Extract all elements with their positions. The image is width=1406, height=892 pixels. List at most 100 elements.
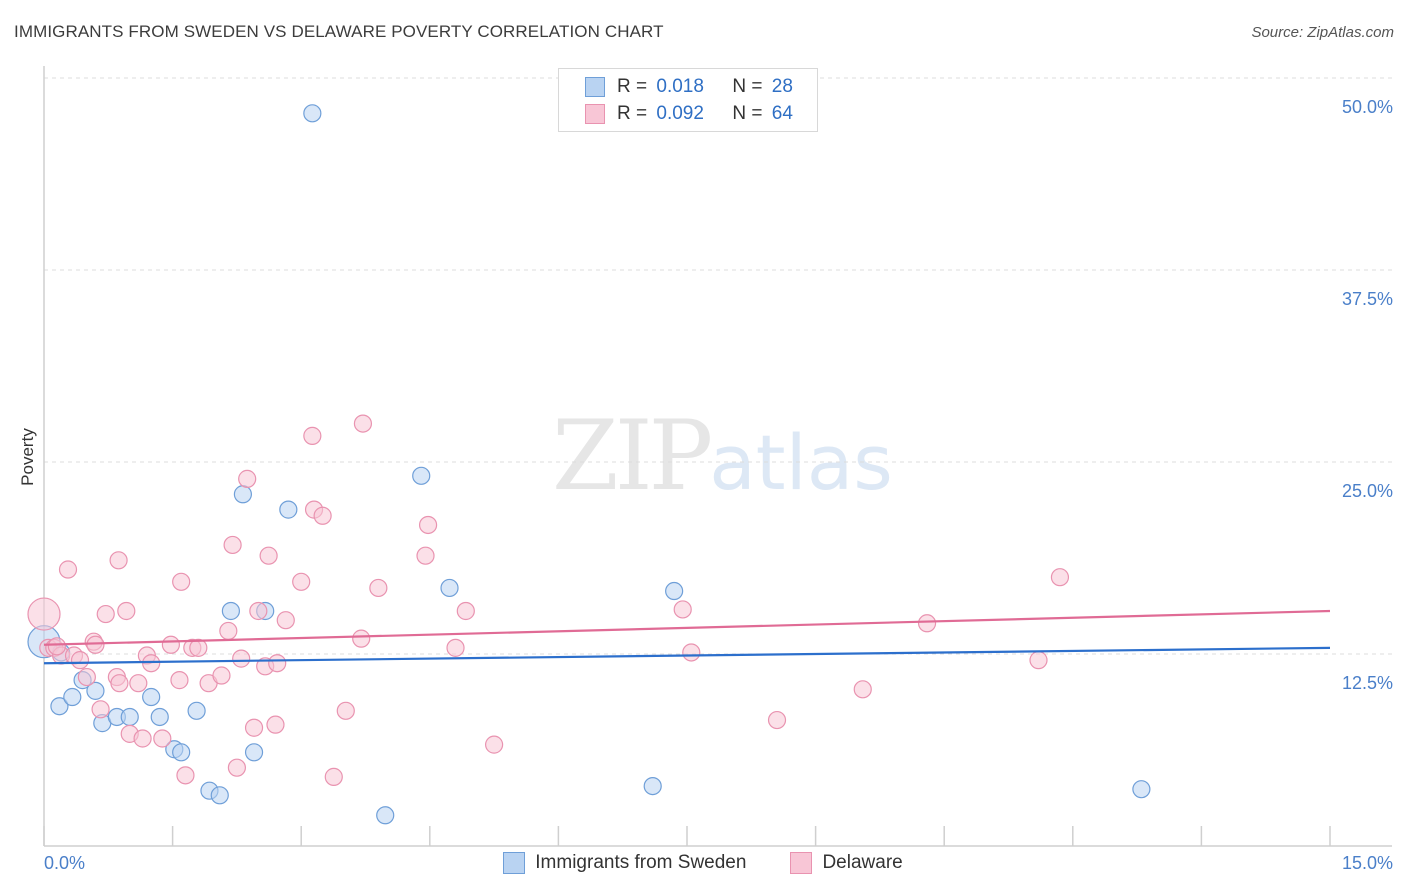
trend-line-delaware [43,609,1331,646]
correlation-legend: R = 0.018 N = 28 R = 0.092 N = 64 [558,68,818,132]
point-delaware [266,715,285,734]
point-delaware [58,560,78,579]
point-delaware [352,629,371,648]
point-sweden [279,500,298,519]
point-delaware [292,572,311,591]
point-delaware [244,718,264,737]
series-legend: Immigrants from Sweden Delaware [0,852,1406,874]
legend-r-label: R = [617,76,648,97]
trend-lines [43,609,1331,665]
point-delaware [91,700,110,719]
axis-labels: 12.5% 25.0% 37.5% 50.0% 0.0% 15.0% Poverty [18,97,1393,873]
legend-n-label: N = [732,103,763,124]
series-label-sweden: Immigrants from Sweden [535,852,747,873]
trend-line-sweden [43,646,1331,665]
point-delaware [212,666,231,685]
point-delaware [109,551,128,570]
point-delaware [176,766,195,785]
source-credit: Source: ZipAtlas.com [1251,24,1394,41]
point-sweden [244,743,264,762]
point-delaware [161,635,180,654]
point-sweden [412,466,431,485]
point-delaware [853,680,872,699]
point-sweden [210,786,229,805]
point-delaware [47,637,66,656]
y-tick-label: 50.0% [1342,97,1393,117]
point-delaware [1050,568,1070,587]
point-sweden [63,687,82,707]
point-delaware [336,701,355,720]
point-sweden [86,681,105,700]
legend-n-value: 28 [771,76,793,97]
legend-n-label: N = [732,76,763,97]
point-delaware [456,601,475,621]
point-delaware [223,535,242,555]
point-sweden [665,581,684,601]
point-delaware [172,572,191,591]
legend-row-delaware: R = 0.092 N = 64 [585,102,793,126]
x-tick-label: 0.0% [44,853,85,873]
point-delaware [110,674,129,693]
point-delaware [682,643,701,662]
point-delaware [418,515,438,535]
point-delaware [219,621,238,641]
point-sweden [50,697,69,716]
point-delaware [70,651,90,670]
point-delaware [170,671,189,690]
series-label-delaware: Delaware [822,852,903,873]
point-delaware [86,635,105,654]
point-delaware [227,758,246,777]
point-delaware [96,604,115,624]
point-sweden [233,485,253,504]
point-delaware [369,578,388,598]
series-swatch-pink [790,852,813,874]
legend-r-value: 0.092 [656,103,704,124]
point-sweden [187,701,206,720]
watermark-zip: ZIP [552,400,713,512]
point-delaware [917,614,937,633]
point-delaware [259,546,278,565]
point-sweden [376,806,395,825]
point-delaware [673,600,692,619]
point-delaware [232,649,251,668]
y-tick-label: 12.5% [1342,673,1393,693]
point-sweden [142,687,161,707]
point-delaware [189,638,208,657]
point-delaware [238,469,257,488]
x-tick-label: 15.0% [1342,853,1393,873]
point-delaware [353,414,373,433]
point-delaware [313,506,332,525]
point-delaware [303,426,322,445]
axes [43,66,1392,847]
chart-title: IMMIGRANTS FROM SWEDEN VS DELAWARE POVER… [14,22,664,41]
series-legend-delaware[interactable]: Delaware [790,852,903,874]
point-delaware [416,546,435,565]
point-delaware [117,601,136,621]
series-legend-sweden[interactable]: Immigrants from Sweden [503,852,746,874]
point-delaware [268,654,287,673]
y-tick-label: 25.0% [1342,481,1393,501]
point-sweden [221,601,240,621]
point-sweden [440,578,459,598]
point-sweden [1132,780,1151,799]
data-points [27,104,1151,825]
legend-swatch-blue [585,77,605,97]
point-sweden [150,707,169,727]
point-sweden [120,707,139,727]
legend-r-label: R = [617,103,648,124]
y-axis-title: Poverty [18,428,37,486]
legend-r-value: 0.018 [656,76,704,97]
point-sweden [643,776,662,796]
point-delaware [485,735,504,754]
point-delaware [129,674,148,693]
legend-n-value: 64 [771,103,793,124]
point-delaware [142,654,161,673]
point-delaware [324,767,343,786]
point-delaware [767,710,787,730]
point-delaware [1029,651,1048,670]
legend-swatch-pink [585,104,605,124]
y-tick-label: 37.5% [1342,289,1393,309]
point-delaware [153,729,172,748]
legend-row-sweden: R = 0.018 N = 28 [585,75,793,99]
